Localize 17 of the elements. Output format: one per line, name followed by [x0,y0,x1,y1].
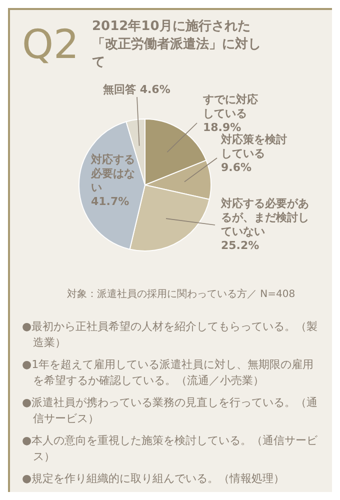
data-label: 25.2% [221,239,260,252]
text: ●1年を超えて雇用している派遣社員に対し、無期限の雇用を希望するか確認している。（流通／小売業） [22,357,315,389]
data-label: 9.6% [221,161,252,174]
chart-title: Q2 [22,22,80,68]
slice-label: 無回答 4.6% [102,83,170,96]
chart-subtitle: 2012年10月に施行された「改正労働者派遣法」に対して [92,18,262,72]
data-label: 41.7% [91,195,130,208]
text: ●本人の意向を重視した施策を検討している。（通信サービス） [22,433,318,465]
text: ●最初から正社員希望の人材を紹介してもらっている。（製造業） [22,319,318,351]
slice-label: 対応策を検討している [220,133,287,160]
text: 対象：派遣社員の採用に関わっている方／ N=408 [66,288,296,301]
slice-label: 対応する必要があるが、まだ検討していない [220,197,309,238]
slice-label: すでに対応している [202,93,259,120]
text: ●規定を作り組織的に取り組んでいる。（情報処理） [22,471,286,487]
text: ●派遣社員が携わっている業務の見直しを行っている。（通信サービス） [22,395,318,427]
data-label: 18.9% [203,121,242,134]
slice-label: 対応する必要はない [90,153,135,194]
